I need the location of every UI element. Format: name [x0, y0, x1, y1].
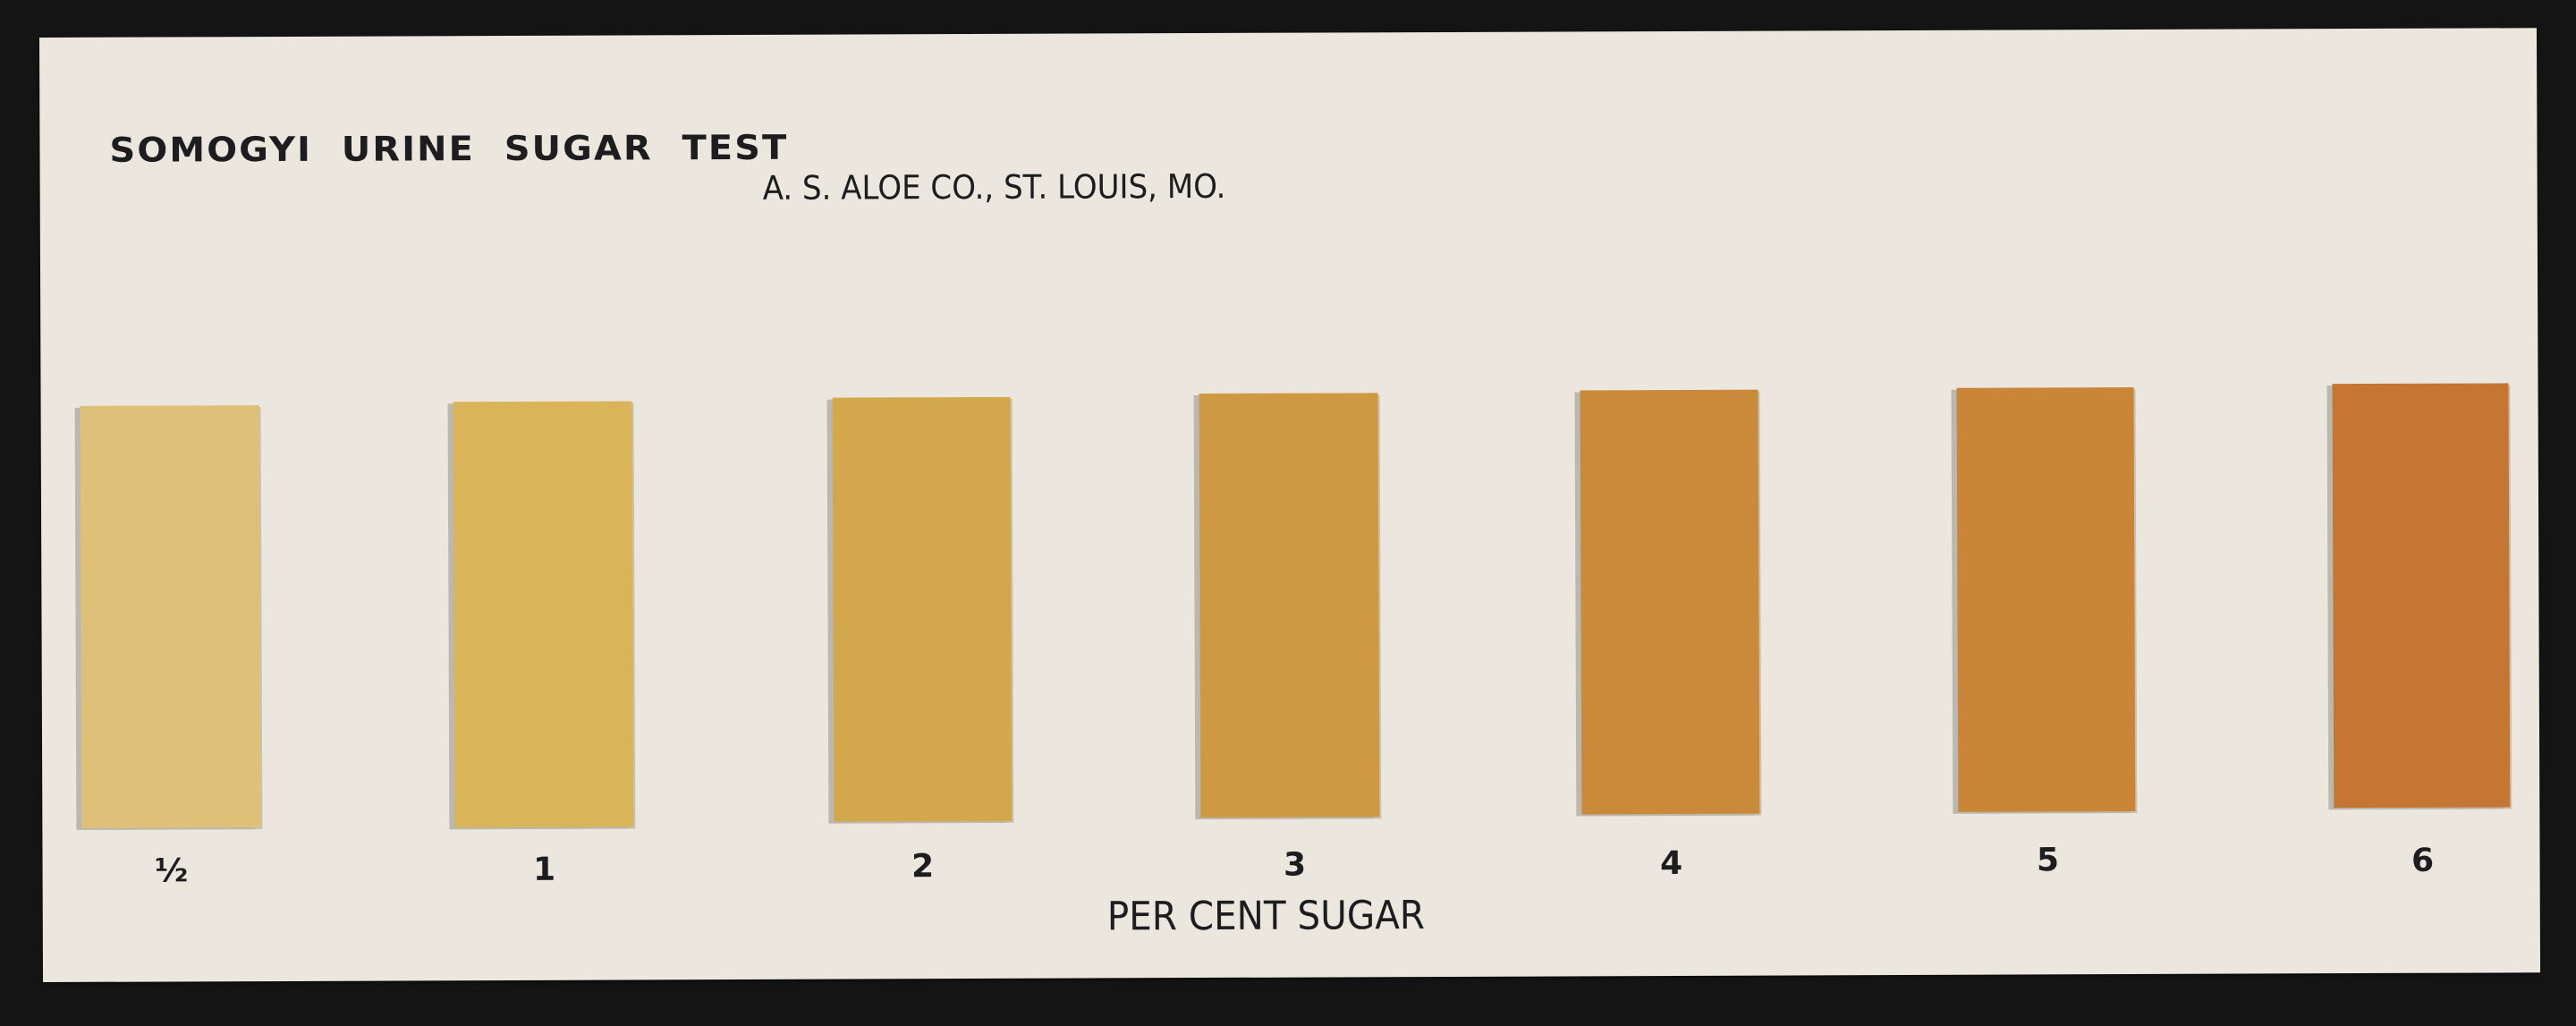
card-title: SOMOGYI URINE SUGAR TEST — [109, 127, 789, 170]
swatch-label-5: 5 — [2036, 842, 2060, 879]
swatch-label-6: 6 — [2411, 842, 2435, 879]
swatch-2 — [832, 396, 1013, 822]
swatch-1 — [453, 401, 634, 828]
swatch-4 — [1580, 389, 1760, 815]
swatch-label-1: 1 — [532, 851, 556, 888]
swatch-5 — [1956, 387, 2136, 812]
swatch-label-4: 4 — [1659, 844, 1683, 883]
manufacturer-line: A. S. ALOE CO., ST. LOUIS, MO. — [762, 166, 1226, 208]
swatch-label-3: 3 — [1283, 846, 1307, 884]
swatch-half — [80, 405, 261, 828]
color-chart-card: SOMOGYI URINE SUGAR TEST A. S. ALOE CO.,… — [39, 28, 2541, 982]
swatch-3 — [1199, 393, 1380, 818]
swatch-label-half: ½ — [154, 852, 189, 890]
axis-label: PER CENT SUGAR — [1106, 893, 1426, 940]
swatch-6 — [2332, 383, 2511, 809]
swatch-label-2: 2 — [911, 848, 935, 886]
